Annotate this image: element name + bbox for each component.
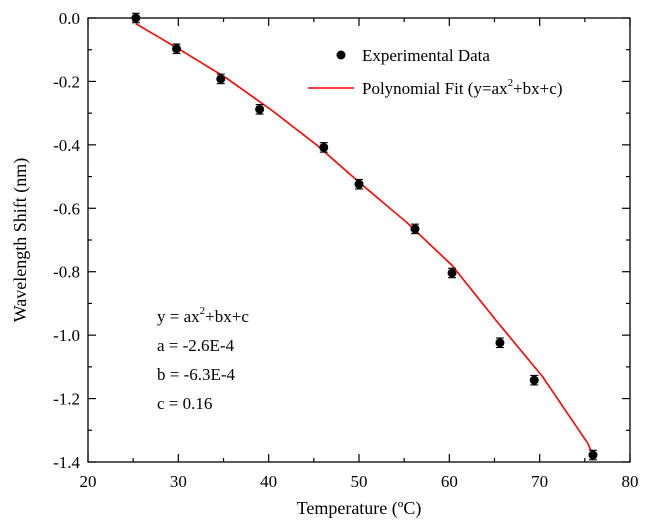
annotation-equation-sup: 2 [200, 305, 206, 317]
data-point [319, 142, 329, 152]
data-point [410, 224, 420, 234]
x-tick-label: 50 [351, 472, 368, 491]
data-point [495, 338, 505, 348]
data-point-group [216, 73, 226, 85]
ticks-layer: 20 30 40 50 60 70 80 0.0 -0.2 -0.4 -0.6 -0.8 -1.0 -1.… [53, 9, 638, 491]
x-tick-label: 70 [531, 472, 548, 491]
y-axis-title: Wavelength Shift (nm) [10, 158, 31, 323]
x-tick-label: 60 [441, 472, 458, 491]
y-tick-label: -1.2 [53, 390, 80, 409]
annotation-equation-main: y = ax [157, 307, 200, 326]
legend-label-fit: Polynomial Fit (y=ax2+bx+c) [362, 77, 562, 98]
data-point-group [354, 178, 364, 190]
x-tick-label: 80 [622, 472, 639, 491]
data-layer [131, 12, 598, 461]
data-point-group [319, 142, 329, 153]
data-point [172, 44, 182, 54]
y-tick-label: -0.6 [53, 199, 80, 218]
x-tick-label: 40 [260, 472, 277, 491]
plot-frame [87, 17, 631, 463]
fit-curve [135, 23, 595, 458]
data-point-group [495, 337, 505, 349]
data-point-group [588, 449, 598, 461]
data-point [255, 104, 265, 114]
data-point-group [172, 43, 182, 55]
legend-label-fit-tail: +bx+c) [513, 79, 562, 98]
data-point [216, 74, 226, 84]
legend-marker-experimental [336, 50, 346, 60]
x-axis-title: Temperature (ºC) [297, 498, 422, 519]
y-tick-label: -0.8 [53, 263, 80, 282]
data-point-group [529, 374, 539, 386]
legend-label-fit-sup: 2 [508, 77, 514, 89]
annotation-coef-b: b = -6.3E-4 [157, 365, 236, 384]
fit-layer [135, 23, 595, 458]
data-point [447, 268, 457, 278]
data-point [354, 179, 364, 189]
legend: Experimental Data Polynomial Fit (y=ax2+… [308, 46, 562, 98]
data-point [529, 375, 539, 385]
annotation-coef-a: a = -2.6E-4 [157, 336, 235, 355]
legend-label-experimental: Experimental Data [362, 46, 490, 65]
data-point-group [410, 223, 420, 235]
fit-annotation: y = ax2+bx+c a = -2.6E-4 b = -6.3E-4 c =… [157, 305, 249, 413]
x-tick-label: 30 [170, 472, 187, 491]
y-tick-label: -0.2 [53, 72, 80, 91]
annotation-equation-tail: +bx+c [205, 307, 249, 326]
data-point-group [255, 104, 265, 115]
y-tick-label: -1.0 [53, 326, 80, 345]
legend-label-fit-main: Polynomial Fit (y=ax [362, 79, 508, 98]
annotation-equation: y = ax2+bx+c [157, 305, 249, 326]
y-tick-label: 0.0 [59, 9, 80, 28]
x-tick-label: 20 [80, 472, 97, 491]
annotation-coef-c: c = 0.16 [157, 394, 212, 413]
y-tick-label: -0.4 [53, 136, 80, 155]
data-point-group [447, 267, 457, 279]
y-tick-label: -1.4 [53, 453, 80, 472]
data-point [588, 450, 598, 460]
